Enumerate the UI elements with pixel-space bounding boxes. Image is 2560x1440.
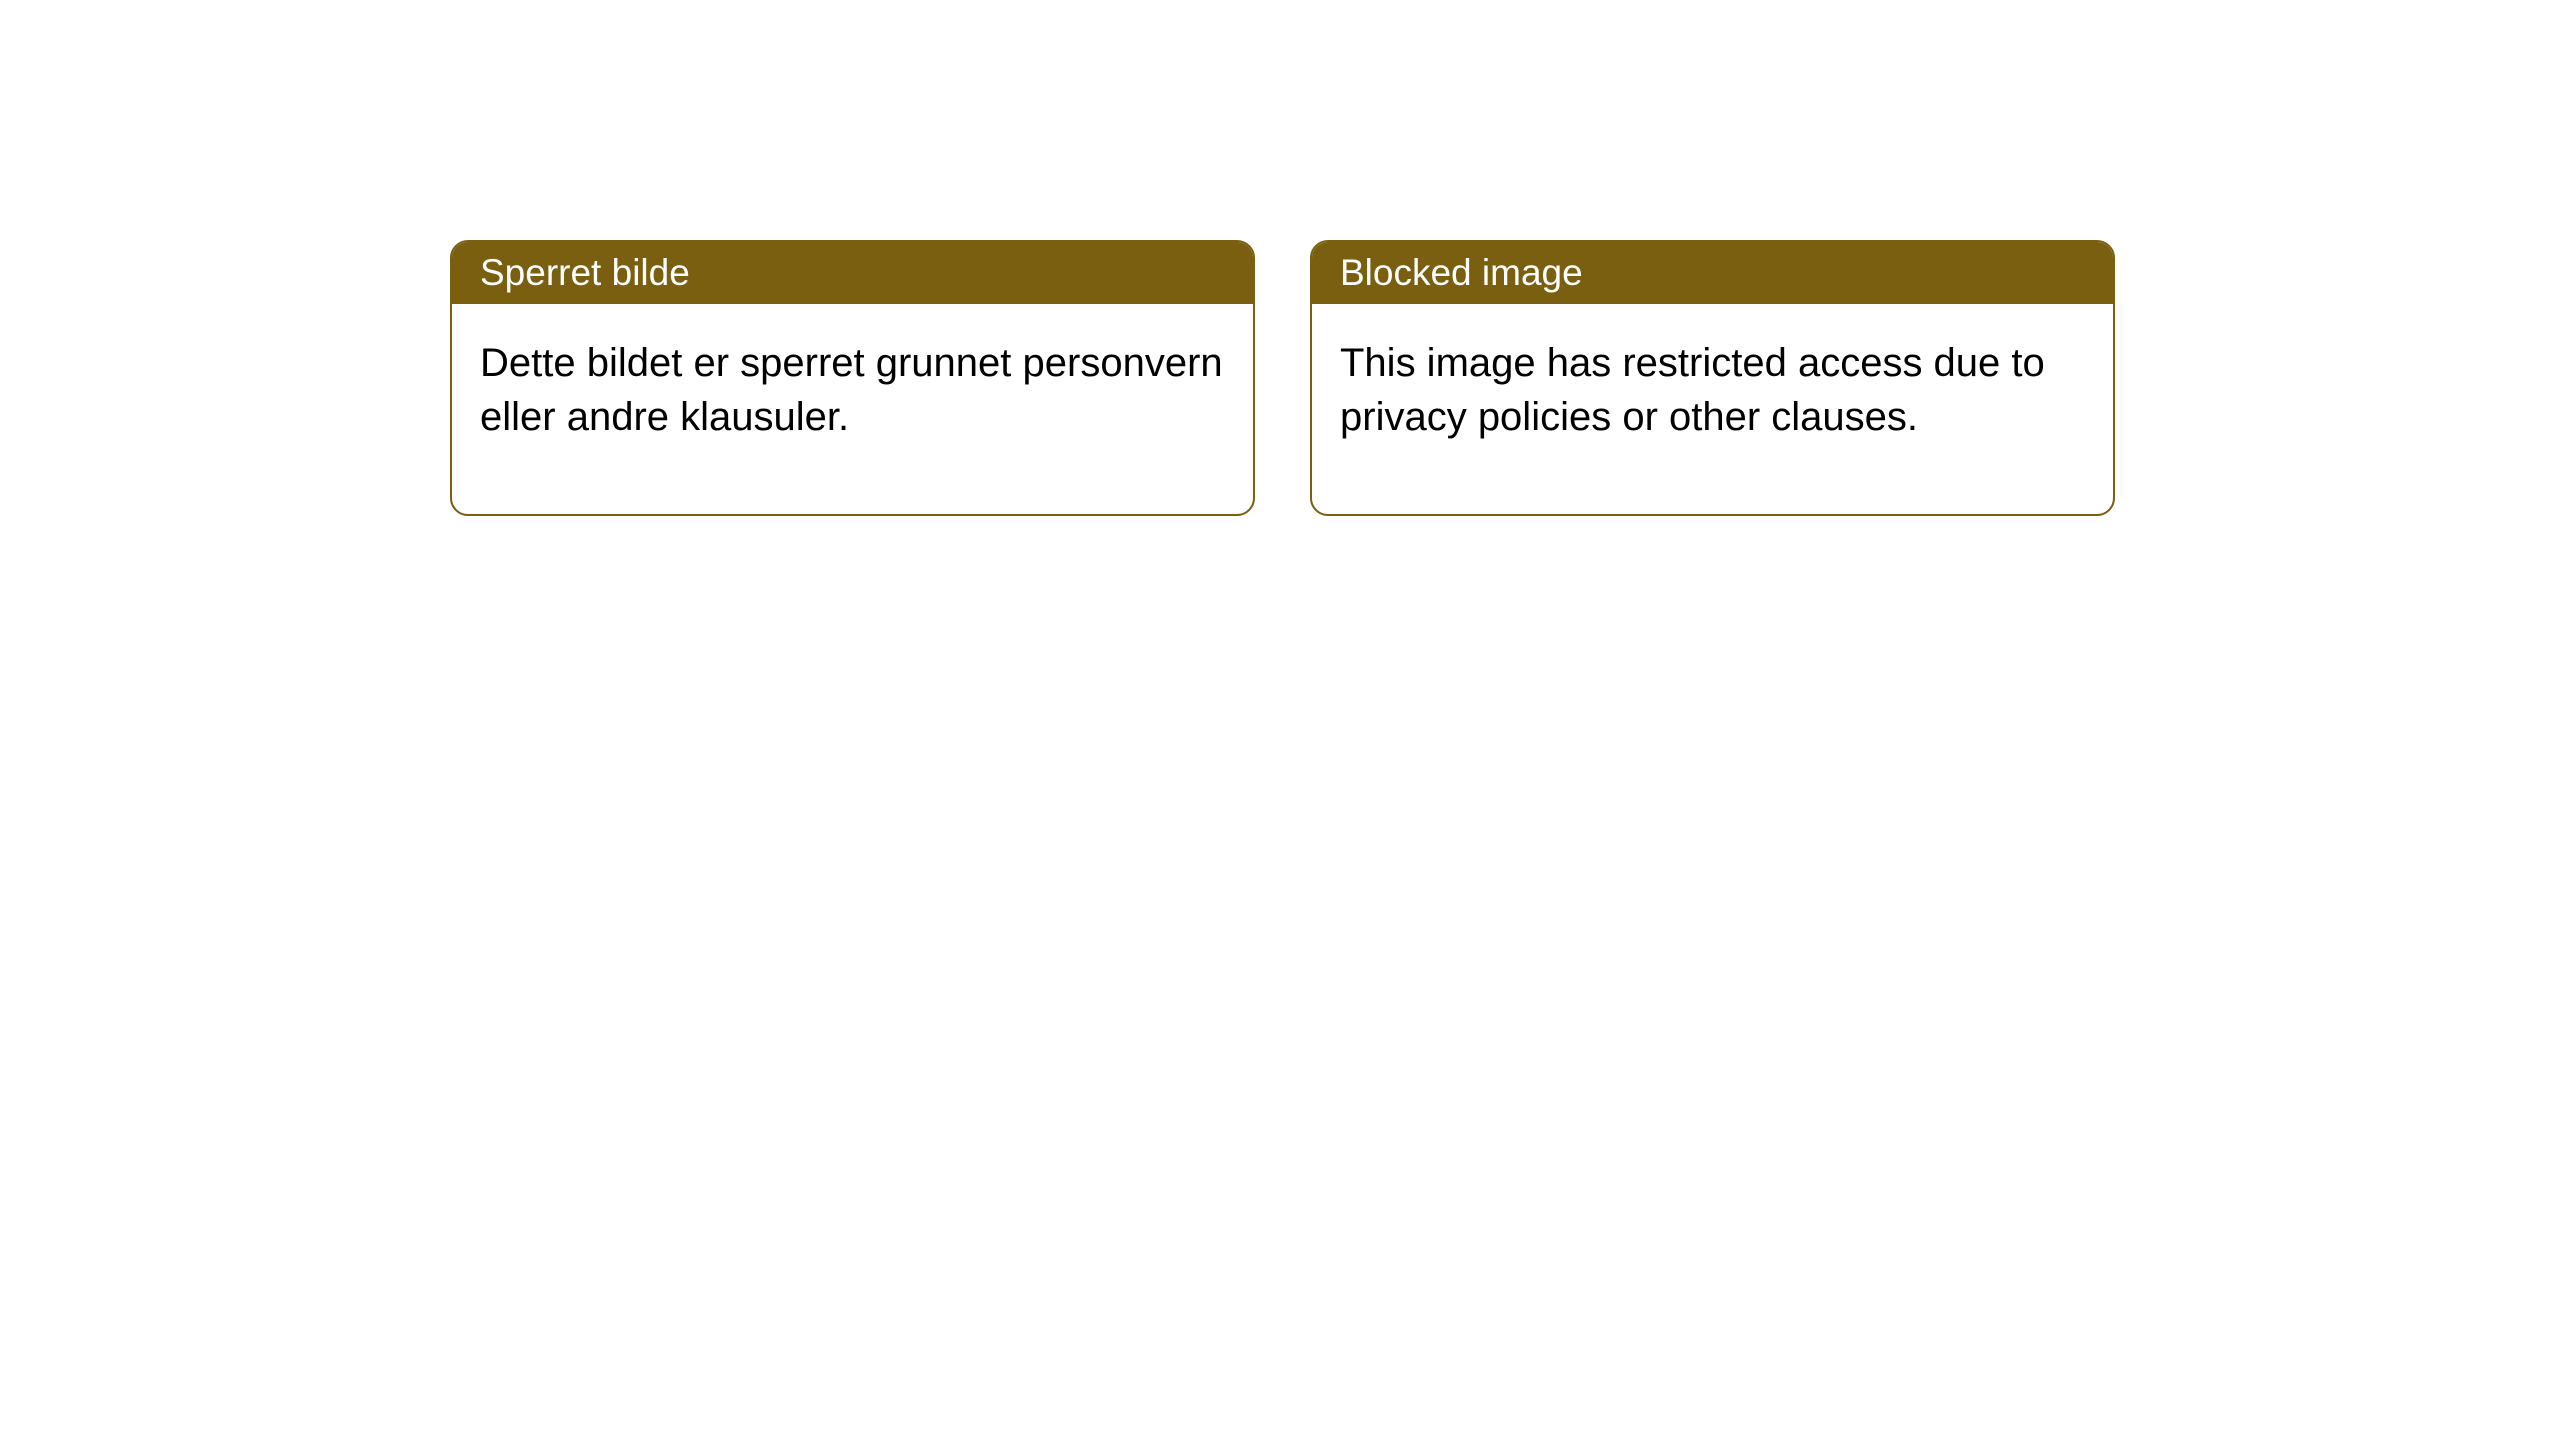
notice-body: This image has restricted access due to … — [1312, 304, 2113, 514]
notice-box-english: Blocked image This image has restricted … — [1310, 240, 2115, 516]
notice-title: Sperret bilde — [452, 242, 1253, 304]
notice-body: Dette bildet er sperret grunnet personve… — [452, 304, 1253, 514]
notice-title: Blocked image — [1312, 242, 2113, 304]
notice-box-norwegian: Sperret bilde Dette bildet er sperret gr… — [450, 240, 1255, 516]
notice-container: Sperret bilde Dette bildet er sperret gr… — [450, 240, 2115, 516]
